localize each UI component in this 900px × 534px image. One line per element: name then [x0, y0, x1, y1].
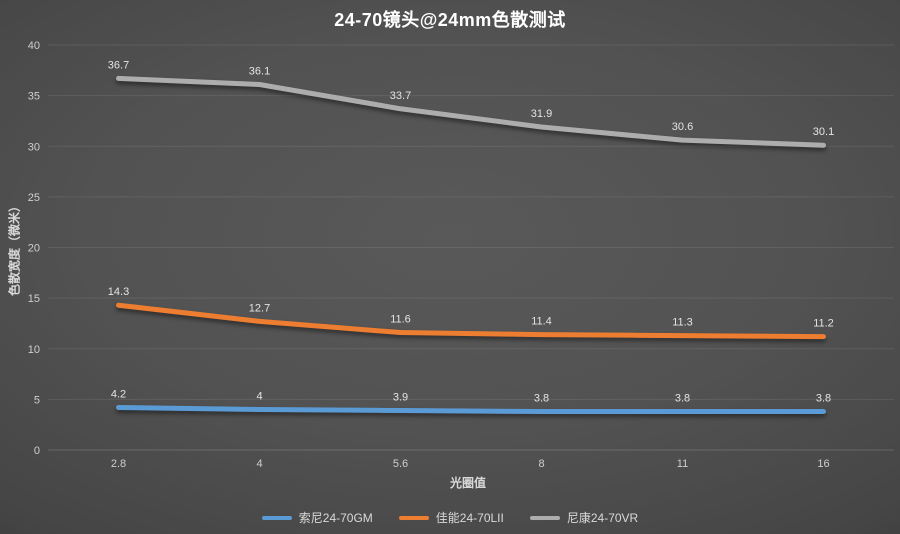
x-tick-label: 11	[677, 458, 688, 470]
data-label: 3.9	[393, 392, 408, 404]
legend-label-sony: 索尼24-70GM	[298, 511, 373, 525]
data-label: 36.7	[108, 59, 129, 71]
legend: 索尼24-70GM 佳能24-70LII 尼康24-70VR	[0, 509, 900, 526]
legend-item-nikon[interactable]: 尼康24-70VR	[529, 509, 639, 526]
series-line-0[interactable]	[116, 404, 826, 415]
legend-marker-nikon	[529, 515, 560, 520]
data-label: 14.3	[108, 286, 129, 298]
data-label: 30.1	[813, 126, 834, 138]
y-tick-label: 30	[28, 141, 40, 153]
legend-item-canon[interactable]: 佳能24-70LII	[398, 509, 504, 526]
legend-label-nikon: 尼康24-70VR	[566, 511, 639, 525]
y-tick-label: 15	[28, 293, 40, 305]
data-label: 11.6	[390, 314, 411, 326]
data-label: 3.8	[675, 393, 690, 405]
x-axis-title: 光圈值	[449, 476, 486, 490]
y-tick-label: 20	[28, 243, 40, 255]
series-line-1[interactable]	[116, 302, 826, 340]
data-label: 31.9	[531, 108, 552, 120]
data-label: 3.8	[816, 393, 831, 405]
data-label: 33.7	[390, 90, 411, 102]
y-tick-label: 35	[28, 91, 40, 103]
x-tick-label: 8	[538, 458, 544, 470]
y-tick-label: 5	[34, 394, 40, 406]
legend-label-canon: 佳能24-70LII	[435, 511, 504, 525]
y-tick-label: 10	[28, 344, 40, 356]
legend-marker-sony	[261, 515, 292, 520]
chart-title: 24-70镜头@24mm色散测试	[334, 10, 566, 30]
x-tick-label: 2.8	[111, 458, 126, 470]
y-tick-label: 40	[28, 40, 40, 52]
data-label: 3.8	[534, 393, 549, 405]
x-tick-label: 16	[817, 458, 829, 470]
x-tick-label: 5.6	[393, 458, 408, 470]
data-label: 11.4	[531, 316, 552, 328]
data-label: 36.1	[249, 65, 270, 77]
legend-marker-canon	[398, 515, 429, 520]
x-tick-label: 4	[256, 458, 262, 470]
data-label: 4	[256, 391, 262, 403]
data-label: 12.7	[249, 302, 270, 314]
y-axis-title: 色散宽度（微米）	[7, 199, 22, 297]
data-label: 4.2	[111, 388, 126, 400]
data-label: 30.6	[672, 121, 693, 133]
series-line-2[interactable]	[116, 75, 826, 148]
data-label: 11.3	[672, 317, 693, 329]
data-label: 11.2	[813, 318, 834, 330]
legend-item-sony[interactable]: 索尼24-70GM	[261, 509, 373, 526]
y-tick-label: 25	[28, 192, 40, 204]
y-tick-label: 0	[34, 445, 40, 457]
